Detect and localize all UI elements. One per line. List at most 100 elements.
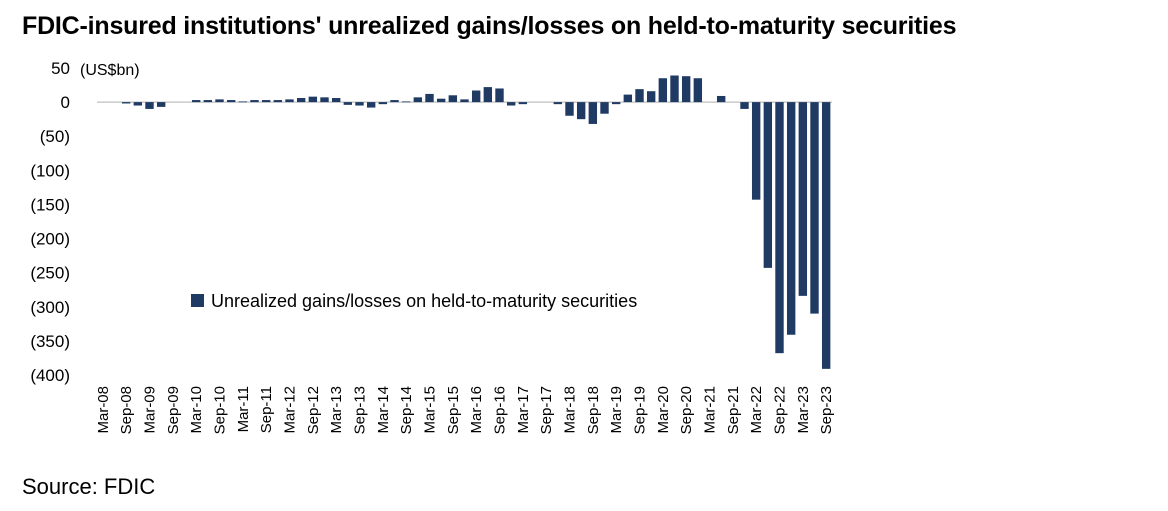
x-tick-label: Sep-08 (118, 386, 135, 434)
bar (343, 102, 353, 105)
x-tick-label: Sep-15 (445, 386, 462, 434)
bar (250, 100, 259, 103)
x-tick-label: Sep-11 (258, 386, 275, 433)
bar (635, 89, 644, 103)
legend-label: Unrealized gains/losses on held-to-matur… (211, 291, 637, 311)
y-tick-label: (300) (30, 298, 70, 317)
x-tick-label: Sep-13 (352, 386, 369, 434)
bar (355, 102, 364, 106)
bar (588, 102, 598, 124)
bar (390, 100, 399, 103)
x-tick-label: Sep-22 (772, 386, 789, 434)
x-tick-label: Mar-23 (795, 386, 812, 434)
x-tick-label: Mar-16 (468, 386, 485, 434)
x-tick-label: Mar-18 (562, 386, 579, 434)
x-tick-label: Mar-20 (655, 386, 672, 434)
x-tick-label: Mar-21 (702, 386, 719, 434)
bar (495, 88, 504, 103)
bar (460, 99, 469, 103)
bar (565, 102, 574, 116)
x-tick-label: Sep-10 (212, 386, 229, 434)
x-tick-label: Sep-16 (492, 386, 509, 434)
bar (611, 102, 621, 105)
y-tick-label: (200) (30, 230, 70, 249)
x-tick-label: Mar-19 (608, 386, 625, 434)
x-tick-label: Mar-11 (235, 386, 252, 432)
bar (646, 91, 656, 103)
x-axis: Mar-08 Sep-08 Mar-09 Sep-09 Mar-10 Sep-10 Mar-… (95, 386, 835, 434)
x-tick-label: Sep-18 (585, 386, 602, 434)
bar (600, 102, 609, 114)
x-tick-label: Sep-23 (818, 386, 835, 434)
x-tick-label: Sep-19 (632, 386, 649, 434)
bar (145, 102, 154, 109)
x-tick-label: Mar-13 (328, 386, 345, 434)
bar (226, 100, 236, 103)
bar (413, 97, 423, 103)
bar (670, 75, 679, 103)
x-tick-label: Mar-10 (188, 386, 205, 434)
y-axis: 50 0 (50) (100) (150) (200) (250) (300) (350) (40… (30, 59, 70, 385)
bar (296, 98, 306, 103)
y-tick-label: 50 (51, 59, 70, 78)
bar (215, 99, 224, 103)
bar (401, 101, 411, 103)
bar-series (121, 75, 831, 369)
y-tick-label: (100) (30, 161, 70, 180)
x-tick-label: Sep-09 (165, 386, 182, 434)
bar (121, 102, 131, 104)
y-tick-label: (50) (40, 127, 70, 146)
x-tick-label: Sep-14 (398, 386, 415, 434)
bar (740, 102, 749, 109)
x-tick-label: Mar-22 (748, 386, 765, 434)
x-tick-label: Sep-20 (678, 386, 695, 434)
bar (483, 87, 493, 103)
bar (623, 94, 633, 103)
x-tick-label: Sep-21 (725, 386, 742, 434)
bar (285, 99, 294, 103)
bar (436, 98, 446, 103)
bar (448, 95, 458, 103)
bar (133, 102, 143, 106)
bar (576, 102, 586, 120)
bar (320, 97, 329, 103)
source-note: Source: FDIC (22, 474, 156, 499)
chart-title: FDIC-insured institutions' unrealized ga… (22, 12, 957, 40)
unit-label: (US$bn) (80, 62, 140, 79)
bar (821, 102, 831, 369)
bar (810, 102, 819, 314)
bar (751, 102, 761, 200)
x-tick-label: Mar-14 (375, 386, 392, 434)
bar (261, 100, 271, 103)
bar (716, 95, 726, 103)
bar (378, 102, 388, 105)
y-tick-label: (150) (30, 195, 70, 214)
bar (658, 78, 668, 103)
legend: Unrealized gains/losses on held-to-matur… (191, 291, 637, 311)
bar (425, 93, 434, 103)
bar (273, 100, 283, 103)
bar (156, 102, 166, 107)
bar (775, 102, 784, 354)
bar (553, 102, 563, 105)
x-tick-label: Sep-17 (538, 386, 555, 434)
y-tick-label: 0 (61, 93, 70, 112)
bar (238, 101, 248, 103)
x-tick-label: Mar-08 (95, 386, 112, 434)
y-tick-label: (350) (30, 332, 70, 351)
bar (518, 102, 528, 105)
y-tick-label: (400) (30, 366, 70, 385)
bar (331, 98, 341, 103)
bar (366, 102, 376, 108)
bar (786, 102, 796, 335)
x-tick-label: Mar-09 (142, 386, 159, 434)
x-tick-label: Mar-12 (282, 386, 299, 434)
bar (191, 100, 201, 103)
bar (203, 100, 213, 103)
bar (506, 102, 516, 106)
bar (471, 90, 481, 103)
x-tick-label: Mar-17 (515, 386, 532, 434)
y-tick-label: (250) (30, 264, 70, 283)
bar (798, 102, 808, 296)
